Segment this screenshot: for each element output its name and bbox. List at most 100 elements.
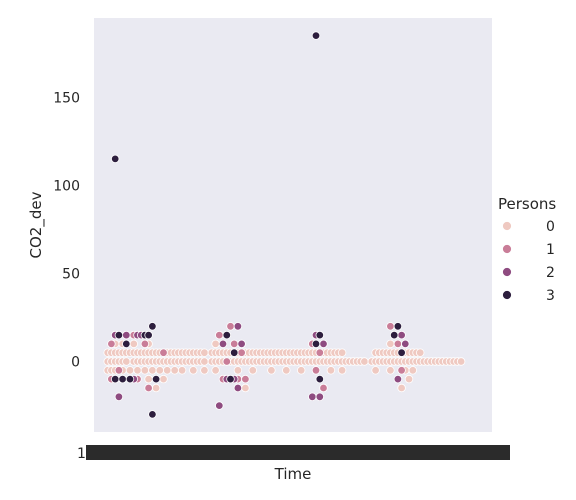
data-point	[394, 323, 402, 331]
data-point	[316, 375, 324, 383]
data-point	[152, 384, 160, 392]
data-point	[178, 367, 186, 375]
data-point	[108, 340, 116, 348]
data-point	[123, 331, 131, 339]
data-point	[201, 358, 209, 366]
legend: Persons 0 1 2 3	[498, 195, 556, 304]
data-point	[320, 384, 328, 392]
data-point	[283, 367, 291, 375]
data-point	[152, 375, 160, 383]
data-point	[123, 340, 131, 348]
data-point	[223, 331, 231, 339]
data-point	[212, 367, 220, 375]
data-point	[134, 367, 142, 375]
data-point	[219, 340, 227, 348]
data-point	[394, 375, 402, 383]
data-point	[156, 367, 164, 375]
data-point	[141, 340, 149, 348]
data-point	[141, 367, 149, 375]
data-point	[230, 340, 238, 348]
data-point	[149, 323, 157, 331]
data-point	[457, 358, 465, 366]
data-point	[338, 367, 346, 375]
x-axis-title: Time	[274, 465, 312, 483]
data-point	[230, 349, 238, 357]
data-point	[212, 340, 220, 348]
data-point	[249, 367, 257, 375]
data-point	[223, 358, 231, 366]
data-point	[316, 331, 324, 339]
data-point	[145, 375, 153, 383]
data-point	[242, 375, 250, 383]
data-point	[234, 323, 242, 331]
legend-title: Persons	[498, 195, 556, 213]
data-point	[149, 367, 157, 375]
data-point	[171, 367, 179, 375]
data-point	[160, 375, 168, 383]
data-point	[149, 411, 157, 419]
data-point	[111, 375, 119, 383]
data-point	[398, 367, 406, 375]
y-tick-label: 50	[62, 266, 80, 282]
data-point	[390, 331, 398, 339]
data-point	[387, 340, 395, 348]
data-point	[126, 375, 134, 383]
data-point	[405, 375, 413, 383]
data-point	[398, 331, 406, 339]
data-point	[394, 340, 402, 348]
data-point	[115, 393, 123, 401]
y-tick-label: 150	[53, 90, 80, 106]
data-point	[234, 367, 242, 375]
data-point	[409, 367, 417, 375]
data-point	[312, 367, 320, 375]
data-point	[201, 367, 209, 375]
data-point	[316, 393, 324, 401]
data-point	[145, 384, 153, 392]
data-point	[398, 384, 406, 392]
data-point	[398, 349, 406, 357]
data-point	[320, 340, 328, 348]
data-point	[119, 375, 127, 383]
data-point	[115, 367, 123, 375]
data-point	[372, 367, 380, 375]
data-point	[297, 367, 305, 375]
data-point	[387, 323, 395, 331]
legend-label: 3	[546, 288, 555, 304]
data-point	[316, 349, 324, 357]
data-point	[115, 331, 123, 339]
legend-label: 1	[546, 242, 555, 258]
data-point	[111, 155, 119, 163]
data-point	[312, 32, 320, 40]
data-point	[416, 349, 424, 357]
x-axis-tick-labels: 1	[77, 445, 510, 462]
data-point	[234, 384, 242, 392]
legend-label: 2	[546, 265, 555, 281]
data-point	[123, 358, 131, 366]
data-point	[163, 367, 171, 375]
data-point	[242, 384, 250, 392]
y-tick-label: 100	[53, 178, 80, 194]
x-tick-label-first: 1	[77, 446, 86, 462]
data-point	[309, 393, 317, 401]
data-point	[216, 402, 224, 410]
data-point	[402, 340, 410, 348]
legend-marker	[503, 222, 512, 231]
data-point	[190, 367, 198, 375]
legend-label: 0	[546, 219, 555, 235]
data-point	[201, 349, 209, 357]
data-point	[238, 349, 246, 357]
data-point	[160, 349, 168, 357]
data-point	[387, 367, 395, 375]
data-point	[312, 340, 320, 348]
data-point	[327, 367, 335, 375]
legend-marker	[503, 291, 512, 300]
data-point	[130, 340, 138, 348]
data-point	[227, 323, 235, 331]
data-point	[238, 340, 246, 348]
data-point	[338, 349, 346, 357]
data-point	[126, 367, 134, 375]
data-point	[268, 367, 276, 375]
data-point	[361, 358, 369, 366]
legend-marker	[503, 268, 512, 277]
